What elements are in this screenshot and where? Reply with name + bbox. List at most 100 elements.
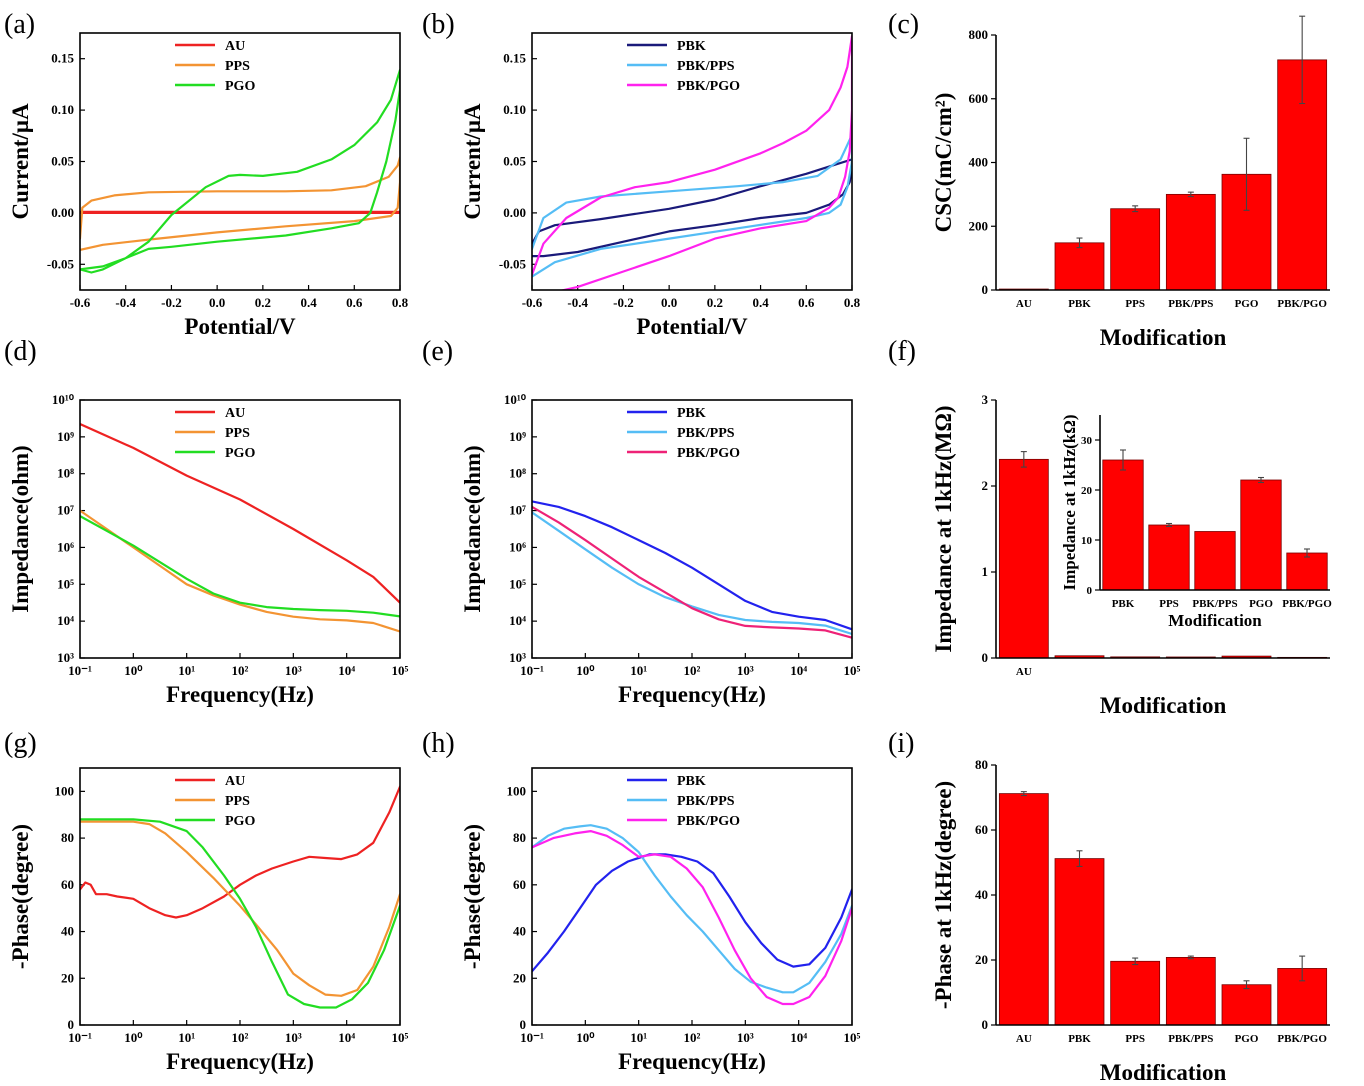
y-tick-label: 100 (507, 783, 527, 798)
x-tick-label: 10² (232, 663, 249, 678)
panel-f: (f) 0 1 2 3 AU Modification Impedance at 1kHz(M… (888, 336, 1332, 718)
x-tick-label: PBK (1068, 1033, 1091, 1045)
y-tick-label: 10⁹ (509, 429, 526, 444)
y-tick-label: 400 (969, 155, 989, 170)
y-tick-label: -0.05 (47, 256, 75, 271)
panel-e: (e) 10⁻¹ 10⁰ 10¹ 10² 10³ 10⁴ 10⁵ 10³ 10⁴ 10⁵ 10⁶ 10⁷… (422, 336, 861, 707)
x-axis-label: Modification (1100, 1060, 1227, 1085)
x-tick-label: 10⁻¹ (520, 1030, 544, 1045)
legend-label: PBK/PGO (677, 446, 740, 461)
y-tick-label: 0.05 (51, 154, 74, 169)
y-tick-label: 10⁶ (57, 539, 74, 554)
legend-label: PPS (225, 794, 250, 809)
y-axis-label: CSC(mC/cm²) (931, 93, 956, 233)
x-axis-label: Modification (1100, 693, 1227, 718)
bar-pbk-pps (1165, 193, 1216, 291)
x-tick-label: -0.2 (161, 295, 182, 310)
x-axis-label: Modification (1100, 325, 1227, 350)
y-tick-label: 60 (513, 877, 526, 892)
x-tick-label: 10⁴ (790, 1030, 807, 1045)
y-tick-label: 10¹⁰ (52, 392, 75, 407)
y-tick-label: 0.15 (51, 51, 74, 66)
y-axis-label: -Phase at 1kHz(degree) (931, 781, 956, 1009)
x-axis-label: Potential/V (184, 314, 296, 339)
x-tick-label: PGO (1235, 1033, 1259, 1045)
x-tick-label: 10¹ (630, 1030, 647, 1045)
x-axis-label: Potential/V (636, 314, 748, 339)
x-tick-label: 10³ (285, 663, 302, 678)
y-axis-label: Current/μA (460, 103, 485, 219)
panel-letter: (b) (422, 9, 455, 40)
x-tick-label: 10³ (285, 1030, 302, 1045)
x-tick-label: PBK/PGO (1277, 1033, 1327, 1045)
panel-d: (d) 10⁻¹ 10⁰ 10¹ 10² 10³ 10⁴ 10⁵ 10³ 10⁴ 10⁵ 10⁶ 10⁷… (4, 336, 409, 707)
panel-letter: (h) (422, 728, 455, 759)
bar-au (998, 458, 1049, 659)
y-tick-label: 2 (982, 478, 989, 493)
x-tick-label: 10¹ (178, 1030, 195, 1045)
y-tick-label: 80 (975, 757, 988, 772)
y-tick-label: 20 (1081, 485, 1093, 497)
y-tick-label: 30 (1081, 435, 1093, 447)
y-tick-label: 3 (982, 392, 989, 407)
y-tick-label: 0 (982, 650, 989, 665)
series-pbk-pgo (532, 35, 852, 290)
x-tick-label: 10⁻¹ (68, 1030, 92, 1045)
x-tick-label: 0.8 (844, 295, 861, 310)
panel-g: (g) 10⁻¹ 10⁰ 10¹ 10² 10³ 10⁴ 10⁵ 0 20 40 60 80 100 AU P… (4, 728, 409, 1074)
bar-pps (1110, 960, 1161, 1026)
x-tick-label: 10³ (737, 1030, 754, 1045)
y-tick-label: 10⁴ (509, 613, 526, 628)
legend-label: PGO (225, 446, 255, 461)
y-tick-label: 40 (513, 924, 526, 939)
legend-label: PPS (225, 59, 250, 74)
series-au (80, 210, 400, 214)
y-tick-label: 80 (61, 830, 74, 845)
legend-label: PGO (225, 814, 255, 829)
x-tick-label: AU (1016, 666, 1032, 678)
bar-pgo (1240, 479, 1282, 591)
y-tick-label: 20 (61, 970, 74, 985)
x-tick-label: -0.4 (115, 295, 136, 310)
y-tick-label: 0.10 (51, 102, 74, 117)
x-tick-label: PBK/PPS (1168, 1033, 1213, 1045)
x-tick-label: 0.2 (707, 295, 723, 310)
bar-pbk-pps (1165, 957, 1216, 1026)
panel-a: (a) -0.6 -0.4 -0.2 0.0 0.2 0.4 0.6 0.8 -0.05 0.00 0… (4, 9, 409, 339)
x-tick-label: 10⁻¹ (68, 663, 92, 678)
y-axis-label: -Phase(degree) (460, 824, 485, 969)
series-pbk-pgo (532, 505, 852, 639)
bar-pbk (1054, 242, 1105, 291)
x-tick-label: 10⁰ (576, 663, 595, 678)
panel-c: (c) 0 200 400 600 800 AU PBK PPS PBK/PPS PGO PBK/PG… (888, 9, 1330, 350)
panel-letter: (d) (4, 336, 37, 367)
x-axis-label: Frequency(Hz) (166, 1049, 314, 1074)
panel-letter: (c) (888, 9, 919, 40)
legend-label: PPS (225, 426, 250, 441)
x-tick-label: PBK (1112, 598, 1135, 610)
x-tick-label: 10⁴ (790, 663, 807, 678)
x-tick-label: 10¹ (630, 663, 647, 678)
x-tick-label: 10¹ (178, 663, 195, 678)
x-tick-label: -0.4 (567, 295, 588, 310)
y-tick-label: 20 (975, 952, 988, 967)
y-tick-label: 0.00 (503, 205, 526, 220)
y-tick-label: 60 (975, 822, 988, 837)
plot-frame (531, 32, 853, 291)
series-pgo (80, 515, 400, 618)
series-pps (80, 820, 400, 997)
legend-label: PBK (677, 406, 706, 421)
x-tick-label: PPS (1125, 1033, 1145, 1045)
series-pgo (80, 68, 400, 274)
x-tick-label: 10² (684, 1030, 701, 1045)
y-tick-label: -0.05 (499, 256, 527, 271)
panel-letter: (e) (422, 336, 453, 367)
x-tick-label: 10⁵ (844, 663, 861, 678)
y-tick-label: 40 (975, 887, 988, 902)
x-tick-label: 10⁰ (124, 1030, 143, 1045)
panel-b: (b) -0.6 -0.4 -0.2 0.0 0.2 0.4 0.6 0.8 -0.05 0.00 0… (422, 9, 861, 339)
x-tick-label: 10⁻¹ (520, 663, 544, 678)
y-axis-label: Current/μA (8, 103, 33, 219)
series-pbk-pps (532, 511, 852, 636)
y-tick-label: 10¹⁰ (504, 392, 527, 407)
